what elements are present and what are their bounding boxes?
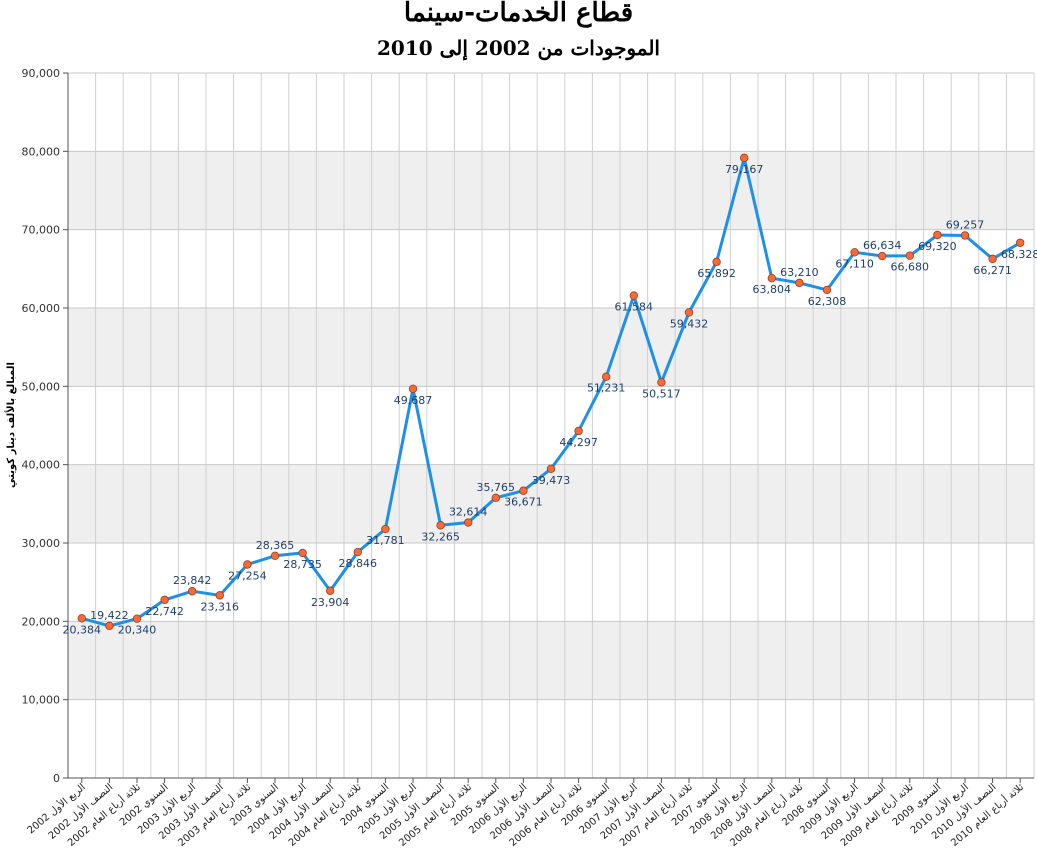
vertical-gridlines	[67, 73, 1035, 778]
y-axis-ticks: 0 10,000 20,000 30,000 40,000 50,000 60,000 70,…	[22, 67, 68, 785]
data-label: 32,265	[421, 530, 460, 543]
data-label: 62,308	[808, 295, 847, 308]
y-tick-label: 0	[53, 772, 60, 785]
data-point	[960, 231, 970, 240]
data-label: 31,781	[366, 534, 405, 547]
data-point	[878, 251, 887, 261]
data-point	[795, 278, 804, 288]
data-point	[602, 372, 611, 381]
data-label: 39,473	[532, 474, 571, 487]
data-label: 66,680	[891, 261, 930, 274]
data-point	[464, 518, 473, 527]
y-tick-label: 40,000	[22, 459, 61, 472]
data-label: 69,257	[946, 218, 985, 231]
y-axis-label: المبالغ بالألف دينار كويتي	[4, 362, 17, 488]
data-label: 36,671	[504, 496, 543, 509]
data-label: 61,584	[615, 301, 654, 314]
data-point	[850, 248, 859, 257]
data-label: 66,271	[973, 264, 1012, 277]
data-point	[270, 551, 280, 561]
data-point	[491, 493, 500, 503]
plot-band	[68, 151, 1034, 230]
data-point	[77, 614, 86, 623]
data-point	[546, 464, 556, 473]
data-point	[905, 251, 914, 260]
data-label: 35,765	[477, 481, 516, 494]
data-point	[822, 285, 832, 295]
data-point	[105, 621, 114, 631]
plot-bands	[68, 151, 1034, 700]
data-label: 20,340	[118, 624, 157, 637]
data-label: 51,231	[587, 382, 626, 395]
data-point	[988, 254, 997, 264]
data-label: 28,846	[339, 557, 378, 570]
y-tick-label: 80,000	[22, 145, 61, 158]
data-point	[298, 548, 307, 558]
data-point	[767, 274, 776, 283]
data-label: 32,614	[449, 506, 488, 519]
data-point	[629, 291, 638, 300]
data-label: 23,842	[173, 574, 212, 587]
data-point	[187, 587, 197, 596]
chart-subtitle: الموجودات من 2002 إلى 2010	[377, 36, 660, 60]
y-tick-label: 50,000	[22, 380, 61, 393]
y-tick-label: 20,000	[22, 615, 61, 628]
data-point	[684, 308, 694, 317]
data-point	[574, 426, 583, 436]
data-point	[740, 153, 749, 163]
horizontal-gridlines	[68, 72, 1034, 779]
y-tick-label: 30,000	[22, 537, 61, 550]
axes	[67, 73, 1034, 779]
data-point	[243, 560, 252, 569]
data-point	[408, 384, 418, 393]
plot-band	[68, 464, 1034, 543]
data-label: 23,904	[311, 596, 350, 609]
data-point	[132, 614, 142, 623]
data-label: 59,432	[670, 317, 709, 330]
y-tick-label: 70,000	[22, 224, 61, 237]
data-label: 68,328	[1001, 248, 1037, 261]
data-label: 27,254	[228, 570, 267, 583]
data-point	[712, 257, 721, 267]
data-points	[77, 153, 1025, 631]
data-label: 23,316	[201, 600, 240, 613]
data-point	[326, 586, 335, 595]
data-point	[1016, 238, 1025, 247]
chart-title: قطاع الخدمات-سينما	[403, 0, 634, 28]
data-point	[933, 230, 942, 240]
data-point	[657, 378, 666, 387]
data-label: 28,365	[256, 539, 295, 552]
data-label: 66,634	[863, 239, 902, 252]
data-point	[519, 486, 528, 495]
data-label: 20,384	[63, 623, 102, 636]
y-tick-label: 10,000	[22, 694, 61, 707]
data-point	[436, 521, 445, 530]
data-label: 63,210	[780, 266, 819, 279]
y-tick-label: 60,000	[22, 302, 61, 315]
data-point	[353, 547, 362, 557]
data-label: 19,422	[90, 609, 129, 622]
y-tick-label: 90,000	[22, 67, 61, 80]
data-point	[215, 591, 224, 600]
data-point	[381, 524, 390, 534]
data-label: 44,297	[559, 436, 598, 449]
data-point	[160, 595, 169, 605]
data-label: 28,735	[283, 558, 322, 571]
data-label: 63,804	[753, 283, 792, 296]
data-label: 69,320	[918, 240, 957, 253]
plot-band	[68, 308, 1034, 387]
data-label: 67,110	[835, 257, 874, 270]
data-label: 65,892	[697, 267, 736, 280]
data-label: 22,742	[145, 605, 184, 618]
plot-band	[68, 621, 1034, 700]
data-label: 49,687	[394, 394, 433, 407]
data-label: 50,517	[642, 387, 681, 400]
data-label: 79,167	[725, 163, 764, 176]
